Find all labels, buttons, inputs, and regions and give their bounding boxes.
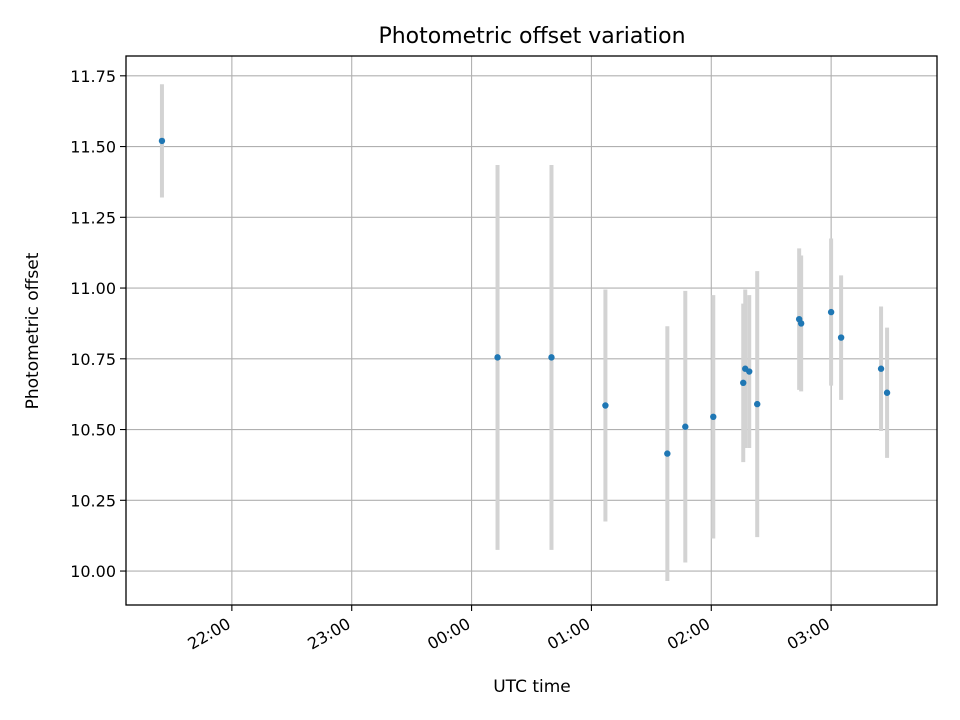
x-tick-label: 23:00 <box>304 614 353 654</box>
x-tick-label: 22:00 <box>184 614 233 654</box>
data-point <box>494 354 501 361</box>
data-point <box>548 354 555 361</box>
x-axis-ticks: 22:00 23:00 00:00 01:00 02:00 03:00 <box>184 605 833 654</box>
data-point <box>754 400 761 408</box>
x-tick-label: 00:00 <box>424 614 473 654</box>
x-tick-label: 02:00 <box>664 614 713 654</box>
x-tick-label: 03:00 <box>784 614 833 654</box>
data-point <box>877 365 885 372</box>
data-point <box>682 423 689 430</box>
y-tick-label: 11.50 <box>70 138 116 157</box>
grid <box>126 56 937 605</box>
y-tick-label: 10.75 <box>70 350 116 369</box>
x-axis-label: UTC time <box>493 677 571 697</box>
data-point <box>740 379 747 387</box>
data-points <box>158 137 891 457</box>
x-tick-label: 01:00 <box>544 614 593 654</box>
data-point <box>710 413 717 421</box>
data-point <box>664 450 671 457</box>
plot-frame <box>125 55 938 606</box>
y-axis-ticks: 10.00 10.25 10.50 10.75 11.00 11.25 11.50 11.75 <box>70 67 126 581</box>
y-tick-label: 11.00 <box>70 279 116 298</box>
data-point <box>158 137 166 145</box>
y-tick-label: 10.50 <box>70 421 116 440</box>
data-point <box>883 389 891 396</box>
y-tick-label: 11.75 <box>70 67 116 86</box>
y-tick-label: 10.00 <box>70 562 116 581</box>
data-point <box>602 402 609 409</box>
data-point <box>837 334 845 341</box>
error-bars <box>159 84 890 581</box>
data-point <box>746 368 753 375</box>
y-axis-label: Photometric offset <box>23 252 43 409</box>
y-tick-label: 11.25 <box>70 208 116 227</box>
chart-title: Photometric offset variation <box>378 24 685 49</box>
data-point <box>797 320 805 327</box>
data-point <box>827 308 835 316</box>
y-tick-label: 10.25 <box>70 491 116 510</box>
